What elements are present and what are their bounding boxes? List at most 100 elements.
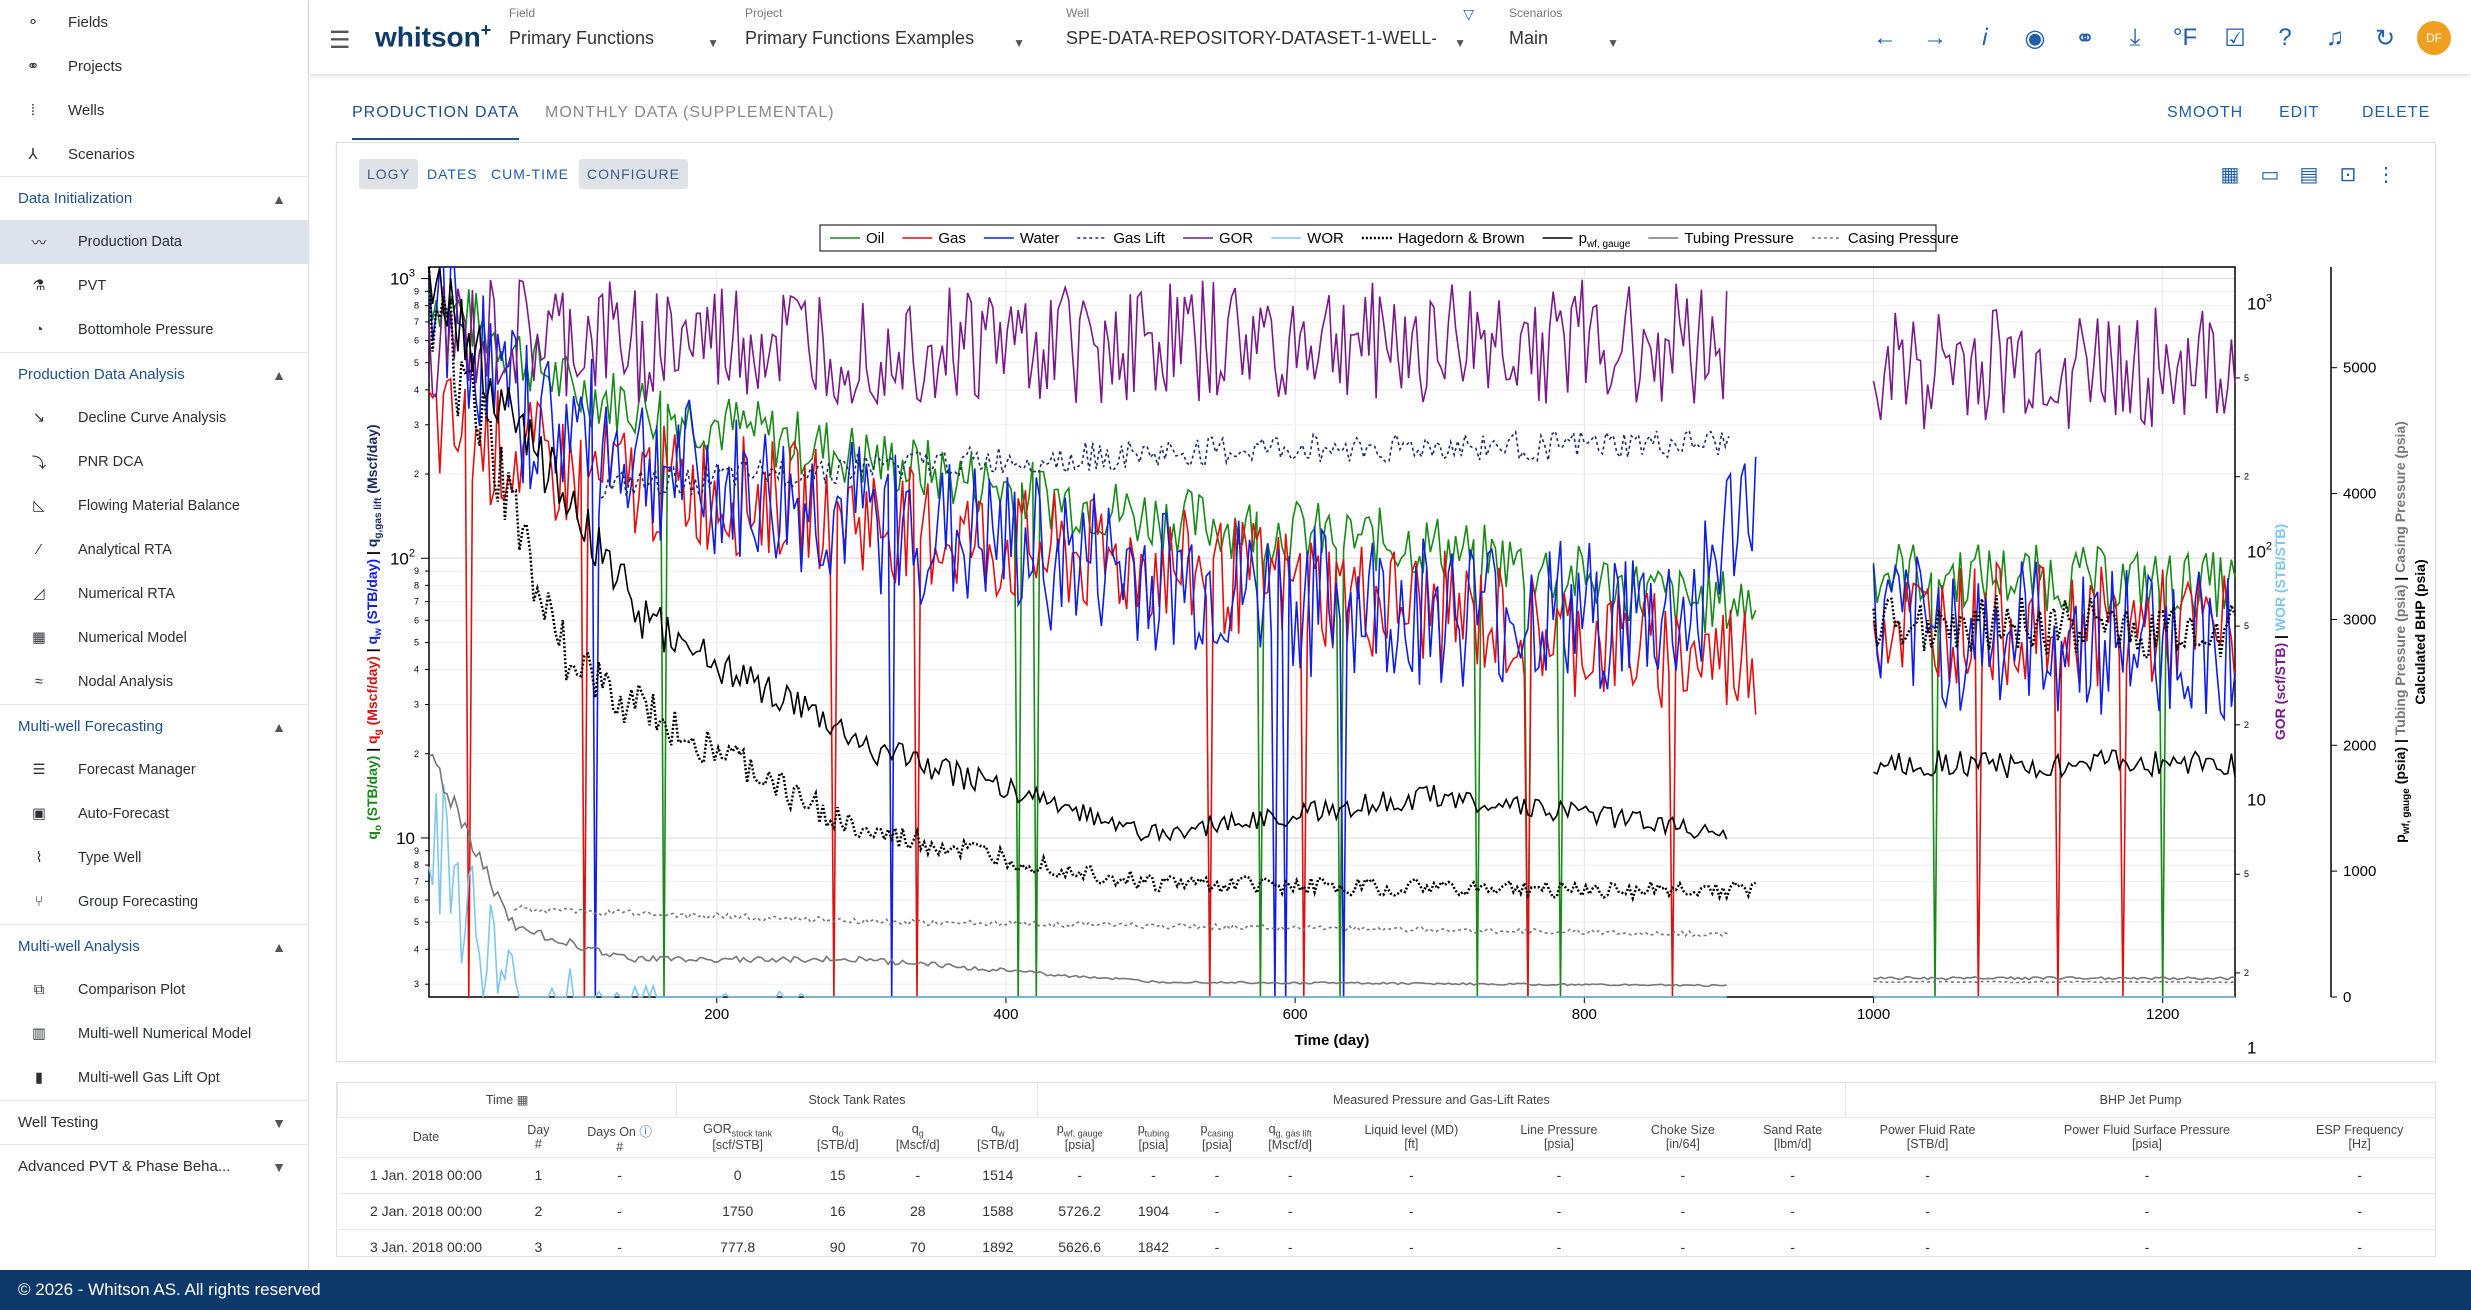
table-cell[interactable]: -: [1184, 1228, 1250, 1256]
calendar-sort-icon[interactable]: ▦: [513, 1093, 529, 1108]
sidebar-item-nodal-analysis[interactable]: ≈ Nodal Analysis: [0, 660, 308, 704]
table-cell[interactable]: 1588: [958, 1192, 1038, 1229]
table-cell[interactable]: 3 Jan. 2018 00:00: [337, 1228, 515, 1256]
table-cell[interactable]: -: [1626, 1192, 1740, 1229]
sidebar-section-advanced-pvt-phase-beha[interactable]: Advanced PVT & Phase Beha... ▼: [0, 1144, 308, 1188]
delete-button[interactable]: DELETE: [2362, 104, 2431, 121]
table-cell[interactable]: -: [1331, 1156, 1492, 1193]
sidebar-item-fields[interactable]: ⚬ Fields: [0, 0, 308, 44]
table-column-header[interactable]: qg, gas lift [Mscf/d]: [1268, 1121, 1313, 1153]
sidebar-item-decline-curve-analysis[interactable]: ↘ Decline Curve Analysis: [0, 396, 308, 440]
table-row[interactable]: 3 Jan. 2018 00:00 3-777.8 90 70 1892 5626.6 18…: [337, 1228, 2435, 1256]
table-cell[interactable]: 1750: [676, 1192, 799, 1229]
sidebar-section-production-data-analysis[interactable]: Production Data Analysis ▲: [0, 352, 308, 396]
table-cell[interactable]: 0: [676, 1156, 799, 1193]
table-cell[interactable]: -: [2009, 1228, 2285, 1256]
table-cell[interactable]: -: [562, 1156, 677, 1193]
table-cell[interactable]: -: [1122, 1156, 1185, 1193]
more-icon[interactable]: ⋮: [2376, 163, 2396, 186]
table-cell[interactable]: 3: [514, 1228, 563, 1256]
sidebar-item-multi-well-gas-lift-opt[interactable]: ▮ Multi-well Gas Lift Opt: [0, 1056, 308, 1100]
table-column-header[interactable]: Liquid level (MD) [ft]: [1364, 1123, 1459, 1151]
tab-monthly-data[interactable]: MONTHLY DATA (SUPPLEMENTAL): [545, 104, 835, 121]
table-cell[interactable]: -: [2284, 1228, 2435, 1256]
sidebar-item-group-forecasting[interactable]: ⑂ Group Forecasting: [0, 880, 308, 924]
table-cell[interactable]: -: [1626, 1228, 1740, 1256]
table-row[interactable]: 1 Jan. 2018 00:00 1-0 15-1514- - - - - - - - - - -: [337, 1156, 2435, 1193]
table-cell[interactable]: -: [1331, 1192, 1492, 1229]
scenarios-select[interactable]: Scenarios Main ▼: [1509, 6, 1619, 66]
sidebar-item-flowing-material-balance[interactable]: ◺ Flowing Material Balance: [0, 484, 308, 528]
whitson-logo[interactable]: whitson+: [375, 20, 492, 53]
link-icon[interactable]: ⚭: [2074, 24, 2096, 52]
sidebar-item-numerical-rta[interactable]: ◿ Numerical RTA: [0, 572, 308, 616]
smooth-button[interactable]: SMOOTH: [2167, 104, 2244, 121]
sidebar-item-multi-well-numerical-model[interactable]: ▥ Multi-well Numerical Model: [0, 1012, 308, 1056]
table-column-header[interactable]: Power Fluid Surface Pressure [psia]: [2063, 1123, 2230, 1151]
production-chart[interactable]: 3 4 5 6 7 8 9 2 3 4 5 6 7 8 9 2 3 4 5 6 7 8 9 200 400 600 800 1000 1…: [337, 143, 2437, 1063]
arrow-left-icon[interactable]: ←: [1873, 24, 1897, 51]
table-column-header[interactable]: Days On ⓘ #: [587, 1124, 652, 1154]
table-cell[interactable]: -: [1331, 1228, 1492, 1256]
table-column-header[interactable]: ESP Frequency [Hz]: [2316, 1123, 2404, 1151]
avatar[interactable]: DF: [2417, 21, 2451, 55]
configure-button[interactable]: CONFIGURE: [579, 159, 688, 189]
arrow-right-icon[interactable]: →: [1923, 24, 1947, 51]
table-cell[interactable]: -: [876, 1156, 959, 1193]
table-column-header[interactable]: Day #: [527, 1123, 550, 1151]
table-column-header[interactable]: Choke Size [in/64]: [1650, 1123, 1715, 1151]
table-cell[interactable]: -: [562, 1228, 677, 1256]
table-column-header[interactable]: qw [STB/d]: [977, 1121, 1019, 1153]
dates-button[interactable]: DATES: [427, 166, 478, 182]
project-select[interactable]: Project Primary Functions Examples ▼: [745, 6, 1025, 66]
comment-icon[interactable]: ▭: [2260, 163, 2280, 186]
table-column-header[interactable]: qo [STB/d]: [816, 1121, 859, 1153]
table-cell[interactable]: 15: [798, 1156, 877, 1193]
table-column-header[interactable]: Date: [412, 1130, 440, 1144]
table-column-header[interactable]: pcasing [psia]: [1200, 1121, 1234, 1153]
table-cell[interactable]: -: [1249, 1192, 1332, 1229]
table-cell[interactable]: -: [1845, 1228, 2010, 1256]
table-cell[interactable]: -: [2284, 1192, 2435, 1229]
table-cell[interactable]: -: [1845, 1156, 2010, 1193]
table-cell[interactable]: -: [2009, 1156, 2285, 1193]
table-row[interactable]: 2 Jan. 2018 00:00 2-1750 16 28 1588 5726.2 190…: [337, 1192, 2435, 1229]
table-cell[interactable]: 90: [798, 1228, 877, 1256]
sidebar-item-wells[interactable]: ⁞ Wells: [0, 88, 308, 132]
tab-production-data[interactable]: PRODUCTION DATA: [352, 96, 520, 140]
sidebar-item-analytical-rta[interactable]: ∕ Analytical RTA: [0, 528, 308, 572]
table-cell[interactable]: -: [562, 1192, 677, 1229]
table-cell[interactable]: 16: [798, 1192, 877, 1229]
help-icon[interactable]: ⓘ: [635, 1124, 652, 1139]
table-cell[interactable]: -: [1739, 1156, 1846, 1193]
production-table[interactable]: Time ▦ Stock Tank Rates Measured Pressure …: [337, 1083, 2435, 1256]
table-column-header[interactable]: pwf, gauge [psia]: [1056, 1121, 1103, 1153]
sidebar-item-pvt[interactable]: ⚗ PVT: [0, 264, 308, 308]
help-icon[interactable]: ?: [2278, 24, 2292, 51]
table-cell[interactable]: -: [1249, 1228, 1332, 1256]
table-cell[interactable]: -: [1845, 1192, 2010, 1229]
refresh-icon[interactable]: ↻: [2374, 24, 2396, 52]
sidebar-item-scenarios[interactable]: ⅄ Scenarios: [0, 132, 308, 176]
globe-icon[interactable]: ◉: [2024, 24, 2046, 52]
table-column-header[interactable]: Line Pressure [psia]: [1520, 1123, 1598, 1151]
table-column-header[interactable]: Sand Rate [lbm/d]: [1763, 1123, 1823, 1151]
table-cell[interactable]: -: [1249, 1156, 1332, 1193]
sidebar-section-multi-well-analysis[interactable]: Multi-well Analysis ▲: [0, 924, 308, 968]
sidebar-section-data-initialization[interactable]: Data Initialization ▲: [0, 176, 308, 220]
table-cell[interactable]: 28: [876, 1192, 959, 1229]
table-cell[interactable]: -: [1037, 1156, 1123, 1193]
table-cell[interactable]: 5626.6: [1037, 1228, 1123, 1256]
table-cell[interactable]: -: [2284, 1156, 2435, 1193]
logy-button[interactable]: LOGY: [359, 159, 418, 189]
sidebar-item-comparison-plot[interactable]: ⧉ Comparison Plot: [0, 968, 308, 1012]
sidebar-item-production-data[interactable]: 〰 Production Data: [0, 220, 308, 264]
sidebar-section-multi-well-forecasting[interactable]: Multi-well Forecasting ▲: [0, 704, 308, 748]
table-cell[interactable]: 1892: [958, 1228, 1038, 1256]
sidebar-item-bottomhole-pressure[interactable]: ◔ Bottomhole Pressure: [0, 308, 308, 352]
download-icon[interactable]: ⤓: [2129, 24, 2141, 51]
calendar-sort-icon[interactable]: ▦: [2220, 163, 2240, 186]
table-cell[interactable]: -: [1626, 1156, 1740, 1193]
hamburger-menu-icon[interactable]: ☰: [329, 27, 351, 54]
sidebar-item-forecast-manager[interactable]: ☰ Forecast Manager: [0, 748, 308, 792]
